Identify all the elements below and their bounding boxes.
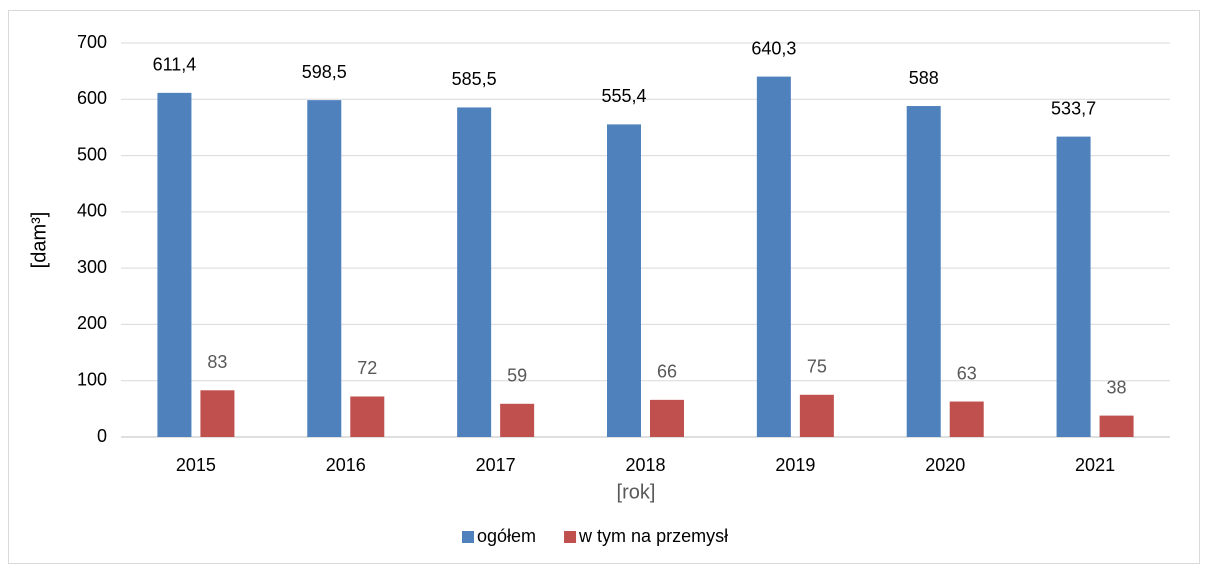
data-label: 75 — [807, 357, 827, 377]
x-tick-label: 2018 — [625, 455, 665, 475]
bar — [307, 100, 342, 437]
data-label: 59 — [507, 366, 527, 386]
y-tick-label: 600 — [77, 88, 107, 108]
y-tick-label: 700 — [77, 32, 107, 52]
bar — [799, 394, 834, 437]
bar — [650, 399, 684, 437]
legend-label: ogółem — [477, 526, 536, 546]
y-tick-label: 200 — [77, 313, 107, 333]
data-label: 585,5 — [452, 69, 497, 89]
bar — [1056, 136, 1091, 437]
x-tick-label: 2019 — [775, 455, 815, 475]
y-tick-label: 100 — [77, 369, 107, 389]
bar — [756, 76, 791, 437]
y-axis-label: [dam³] — [28, 212, 50, 269]
x-axis-label: [rok] — [617, 481, 656, 503]
y-tick-label: 0 — [97, 426, 107, 446]
legend-label: w tym na przemysł — [578, 526, 728, 546]
x-tick-label: 2015 — [176, 455, 216, 475]
data-label: 38 — [1107, 377, 1127, 397]
data-label: 555,4 — [601, 86, 646, 106]
data-label: 598,5 — [302, 62, 347, 82]
bar — [350, 396, 385, 437]
data-label: 63 — [957, 363, 977, 383]
bar — [906, 106, 941, 437]
bar — [500, 403, 535, 437]
bar — [1099, 415, 1134, 437]
data-label: 533,7 — [1051, 98, 1096, 118]
chart-frame — [8, 10, 1200, 564]
data-label: 66 — [657, 362, 677, 382]
legend-swatch — [564, 531, 577, 543]
bar — [607, 124, 641, 437]
y-tick-label: 500 — [77, 144, 107, 164]
legend-swatch — [462, 531, 474, 543]
x-tick-label: 2017 — [476, 455, 516, 475]
data-label: 640,3 — [751, 38, 796, 58]
bar — [457, 107, 492, 437]
data-label: 611,4 — [153, 55, 197, 75]
data-label: 83 — [207, 352, 227, 372]
y-tick-label: 400 — [77, 201, 107, 221]
y-tick-label: 300 — [77, 257, 107, 277]
x-tick-label: 2016 — [326, 455, 366, 475]
bar — [157, 92, 192, 437]
data-label: 588 — [909, 68, 939, 88]
bar — [200, 390, 235, 437]
data-label: 72 — [357, 358, 377, 378]
x-tick-label: 2020 — [925, 455, 965, 475]
bar — [949, 401, 984, 437]
x-tick-label: 2021 — [1075, 455, 1115, 475]
